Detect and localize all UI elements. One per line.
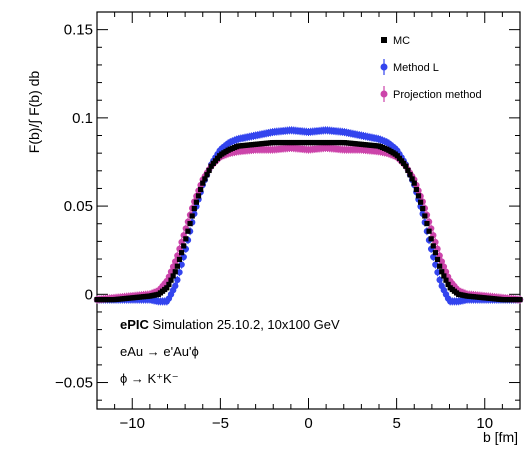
- data-point: [417, 199, 424, 205]
- data-point: [178, 261, 185, 268]
- data-point: [176, 269, 183, 276]
- data-point: [424, 220, 430, 227]
- data-point: [438, 258, 445, 265]
- data-point: [434, 256, 441, 263]
- data-point: [176, 256, 183, 263]
- data-point: [439, 269, 445, 275]
- x-tick-label: 5: [392, 415, 400, 432]
- data-point: [183, 236, 189, 242]
- annotation-line: eAu → e'Au'ϕ: [120, 344, 199, 359]
- data-point: [200, 180, 206, 186]
- data-point: [443, 277, 449, 283]
- axis-ticks: [96, 11, 521, 409]
- data-point: [432, 250, 438, 256]
- data-point: [440, 263, 448, 270]
- x-axis-title: b [fm]: [483, 429, 518, 445]
- series-layer: [93, 126, 524, 306]
- data-point: [428, 236, 434, 242]
- data-point: [420, 205, 426, 212]
- legend-marker: [381, 37, 387, 43]
- series-projection-method: [93, 143, 524, 304]
- data-point: [442, 268, 450, 275]
- y-axis-title: F(b)/∫ F(b) db: [26, 71, 42, 154]
- data-point: [206, 167, 212, 174]
- data-point: [445, 281, 451, 288]
- annotation-bold: ePIC: [120, 317, 150, 332]
- data-point: [204, 172, 210, 178]
- data-point: [170, 273, 176, 279]
- data-point: [193, 199, 200, 205]
- legend-marker: [380, 63, 388, 71]
- data-point: [185, 228, 191, 234]
- x-tick-label: 0: [304, 415, 312, 432]
- data-point: [415, 193, 422, 199]
- annotations: ePIC Simulation 25.10.2, 10x100 GeV eAu →…: [120, 317, 340, 386]
- data-point: [426, 228, 432, 234]
- annotation-text: Simulation 25.10.2, 10x100 GeV: [149, 317, 340, 332]
- data-point: [164, 285, 170, 291]
- annotation-line: ePIC Simulation 25.10.2, 10x100 GeV: [120, 317, 340, 332]
- data-point: [172, 269, 178, 275]
- data-point: [202, 176, 208, 182]
- legend-item: Projection method: [380, 86, 482, 102]
- legend-label: MC: [393, 35, 410, 47]
- data-point: [167, 268, 175, 275]
- legend-item: Method L: [380, 59, 439, 75]
- data-point: [432, 261, 439, 268]
- data-point: [441, 273, 447, 279]
- legend-item: MC: [381, 35, 410, 47]
- data-point: [172, 282, 179, 290]
- data-point: [403, 163, 409, 169]
- data-point: [411, 180, 417, 186]
- data-point: [413, 186, 419, 193]
- y-tick-label: 0.15: [64, 22, 93, 39]
- y-tick-label: 0.1: [72, 110, 93, 127]
- data-point: [422, 213, 428, 219]
- data-point: [168, 277, 174, 283]
- y-tick-label: 0.05: [64, 198, 93, 215]
- data-point: [191, 205, 197, 212]
- x-tick-label: −10: [120, 415, 145, 432]
- data-point: [180, 253, 187, 261]
- data-point: [187, 220, 193, 227]
- legend-marker: [380, 90, 388, 98]
- data-point: [174, 276, 181, 284]
- data-point: [430, 243, 436, 249]
- data-point: [436, 276, 443, 284]
- legend: MC Method L Projection method: [380, 35, 482, 102]
- data-point: [409, 176, 415, 182]
- data-point: [401, 160, 407, 166]
- tick-labels: −10 −5 0 5 10 −0.05 0 0.05 0.1 0.15: [55, 22, 493, 432]
- data-point: [208, 163, 214, 169]
- data-point: [434, 269, 441, 276]
- x-tick-label: 10: [476, 415, 493, 432]
- data-point: [198, 186, 204, 193]
- data-point: [174, 263, 180, 269]
- annotation-text: eAu → e'Au'ϕ: [120, 344, 199, 359]
- y-tick-label: 0: [85, 286, 93, 303]
- legend-label: Projection method: [393, 89, 482, 101]
- data-point: [179, 250, 185, 256]
- data-point: [189, 213, 195, 219]
- x-tick-label: −5: [212, 415, 229, 432]
- data-point: [195, 193, 202, 199]
- series-mc: [94, 139, 523, 303]
- annotation-text: ϕ → K⁺K⁻: [120, 371, 179, 386]
- y-tick-label: −0.05: [55, 375, 93, 392]
- data-point: [181, 243, 187, 249]
- data-point: [172, 258, 179, 265]
- data-point: [166, 281, 172, 288]
- data-point: [517, 297, 523, 303]
- data-point: [169, 263, 177, 270]
- data-point: [430, 253, 437, 261]
- data-point: [405, 167, 411, 174]
- annotation-line: ϕ → K⁺K⁻: [120, 371, 179, 386]
- data-point: [407, 172, 413, 178]
- legend-label: Method L: [393, 62, 439, 74]
- data-point: [437, 263, 443, 269]
